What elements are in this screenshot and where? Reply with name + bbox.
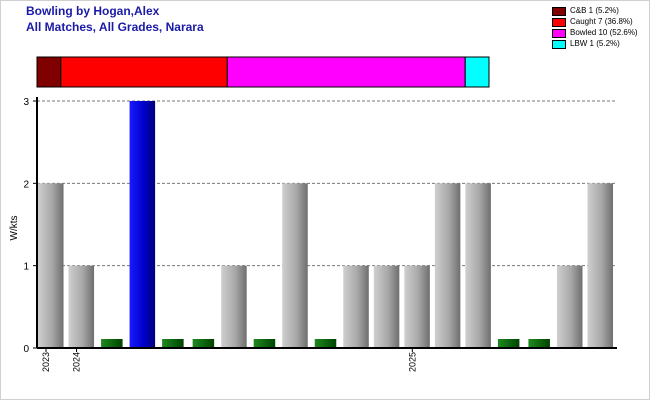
bar bbox=[434, 183, 461, 348]
dismissal-stacked-bar bbox=[36, 56, 490, 88]
dismissal-segment-lbw bbox=[464, 56, 490, 88]
y-tick-label: 3 bbox=[23, 97, 29, 108]
y-axis-label: W/kts bbox=[9, 216, 20, 241]
legend-label: Bowled 10 (52.6%) bbox=[570, 28, 638, 37]
bar bbox=[221, 265, 247, 348]
bar bbox=[282, 183, 308, 348]
bar-highlight bbox=[129, 101, 156, 348]
bar bbox=[68, 265, 95, 348]
chart-title: Bowling by Hogan,Alex bbox=[26, 4, 160, 18]
axes bbox=[36, 97, 617, 352]
bar bbox=[373, 265, 400, 348]
bar-zero bbox=[497, 339, 520, 347]
bar bbox=[556, 265, 583, 348]
bar-zero bbox=[253, 339, 276, 347]
legend-swatch bbox=[552, 7, 566, 16]
bar bbox=[404, 265, 430, 348]
axis-labels: 0 1 2 3 2023 2024 2025 W/kts bbox=[9, 97, 417, 372]
dismissal-segment-cb bbox=[36, 56, 62, 88]
y-tick-label: 0 bbox=[23, 344, 29, 355]
dismissal-segment-caught bbox=[60, 56, 228, 88]
bar-zero bbox=[314, 339, 337, 347]
wickets-bars bbox=[38, 101, 613, 348]
x-tick-label: 2024 bbox=[72, 352, 82, 372]
bar-zero bbox=[162, 339, 184, 347]
bar-zero bbox=[192, 339, 215, 347]
bar-zero bbox=[101, 339, 123, 347]
legend-swatch bbox=[552, 18, 566, 27]
gridlines bbox=[33, 100, 617, 349]
dismissal-segment-bowled bbox=[226, 56, 466, 88]
bar bbox=[343, 265, 369, 348]
chart-subtitle: All Matches, All Grades, Narara bbox=[26, 20, 204, 34]
legend-swatch bbox=[552, 40, 566, 49]
legend-label: C&B 1 (5.2%) bbox=[570, 6, 619, 15]
y-tick-label: 2 bbox=[23, 179, 29, 190]
x-tick-label: 2025 bbox=[407, 352, 417, 372]
x-tick-label: 2023 bbox=[41, 352, 51, 372]
legend-label: LBW 1 (5.2%) bbox=[570, 39, 620, 48]
y-tick-label: 1 bbox=[23, 262, 29, 273]
legend-label: Caught 7 (36.8%) bbox=[570, 17, 633, 26]
bar bbox=[38, 183, 64, 348]
bar-zero bbox=[528, 339, 550, 347]
legend-swatch bbox=[552, 29, 566, 38]
bar bbox=[465, 183, 491, 348]
bar bbox=[587, 183, 613, 348]
